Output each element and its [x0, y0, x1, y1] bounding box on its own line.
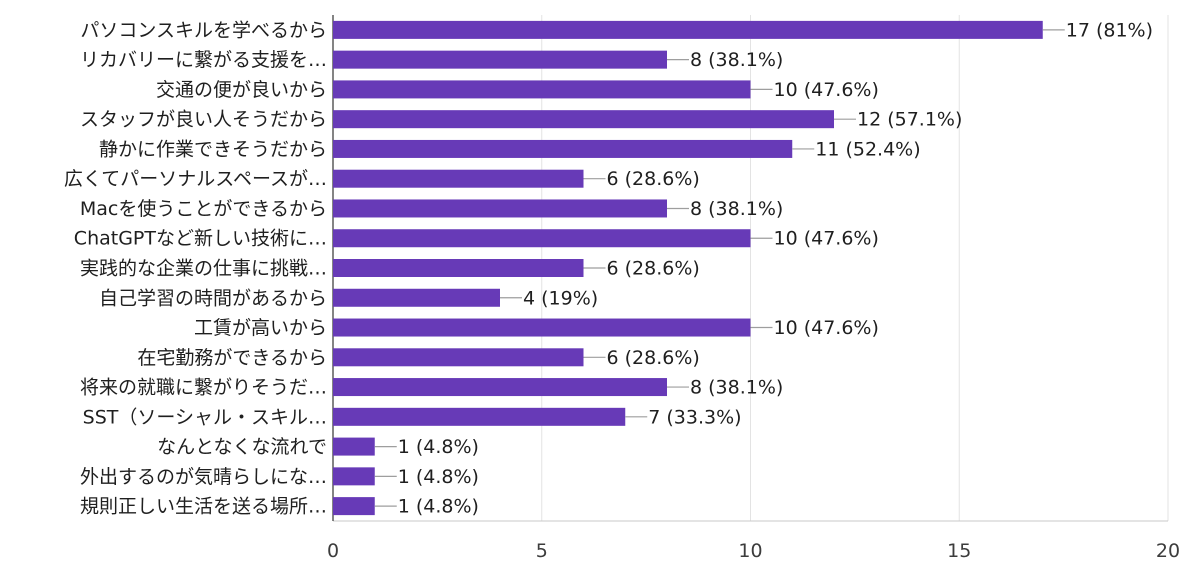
category-label: 在宅勤務ができるから — [137, 347, 327, 369]
bar — [333, 497, 375, 516]
data-label: 8 (38.1%) — [690, 377, 783, 399]
data-label: 1 (4.8%) — [398, 436, 479, 458]
data-label: 6 (28.6%) — [607, 347, 700, 369]
category-label: Macを使うことができるから — [80, 198, 327, 220]
bar — [333, 139, 793, 158]
bar — [333, 259, 584, 277]
data-label: 11 (52.4%) — [815, 138, 920, 160]
bar — [333, 407, 626, 426]
bar — [333, 348, 584, 367]
data-label: 1 (4.8%) — [398, 496, 479, 518]
data-label: 8 (38.1%) — [690, 49, 783, 71]
bar — [333, 20, 1043, 39]
bar — [333, 169, 584, 188]
data-label: 1 (4.8%) — [398, 466, 479, 488]
category-label: なんとなくな流れで — [157, 436, 327, 458]
data-label: 6 (28.6%) — [607, 258, 700, 280]
bar — [333, 50, 667, 69]
data-label: 4 (19%) — [523, 287, 598, 309]
bar — [333, 110, 834, 129]
category-label: 将来の就職に繋がりそうだ… — [80, 377, 327, 399]
category-label: SST（ソーシャル・スキル… — [83, 406, 327, 428]
bar — [333, 318, 751, 337]
data-label: 12 (57.1%) — [857, 109, 962, 131]
x-tick-label: 15 — [947, 540, 971, 562]
x-tick-label: 5 — [536, 540, 548, 562]
category-label: 交通の便が良いから — [156, 79, 327, 101]
data-label: 10 (47.6%) — [774, 317, 879, 339]
data-label: 8 (38.1%) — [690, 198, 783, 220]
category-label: 静かに作業できそうだから — [99, 138, 327, 160]
category-label: 広くてパーソナルスペースが… — [64, 168, 327, 190]
data-label: 10 (47.6%) — [774, 228, 879, 250]
bar — [333, 229, 751, 248]
bar — [333, 199, 667, 218]
category-label: 工賃が高いから — [194, 317, 327, 339]
category-label: パソコンスキルを学べるから — [80, 19, 327, 41]
bar — [333, 378, 667, 397]
category-label: 規則正しい生活を送る場所… — [80, 496, 327, 518]
category-label: リカバリーに繋がる支援を… — [80, 49, 327, 71]
bar — [333, 467, 375, 486]
bar — [333, 80, 751, 99]
bar — [333, 288, 500, 307]
data-label: 6 (28.6%) — [607, 168, 700, 190]
category-label: スタッフが良い人そうだから — [80, 109, 327, 131]
x-tick-label: 0 — [327, 540, 339, 562]
data-label: 10 (47.6%) — [774, 79, 879, 101]
category-label: 実践的な企業の仕事に挑戦… — [80, 258, 327, 280]
bar — [333, 437, 375, 456]
category-label: 外出するのが気晴らしにな… — [80, 466, 327, 488]
category-label: ChatGPTなど新しい技術に… — [74, 228, 327, 250]
data-label: 17 (81%) — [1066, 19, 1153, 41]
category-label: 自己学習の時間があるから — [99, 287, 327, 309]
data-label: 7 (33.3%) — [648, 406, 741, 428]
x-tick-label: 20 — [1156, 540, 1180, 562]
x-tick-label: 10 — [738, 540, 762, 562]
